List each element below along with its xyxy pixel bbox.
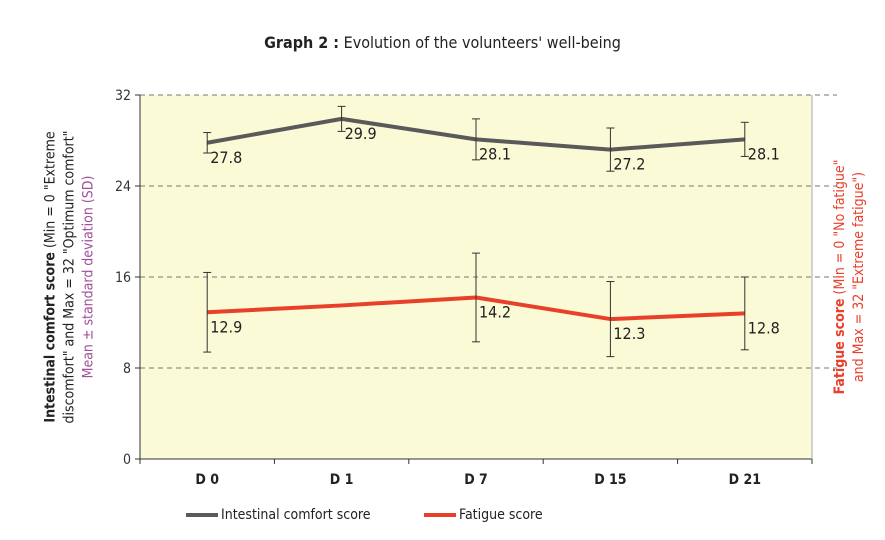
data-label: 12.3 — [613, 324, 645, 343]
y-tick-label: 8 — [123, 361, 131, 377]
x-tick-label: D 21 — [729, 472, 761, 488]
data-label: 12.9 — [210, 317, 242, 336]
data-label: 27.8 — [210, 148, 242, 167]
x-tick-label: D 7 — [464, 472, 488, 488]
legend-swatch — [424, 513, 456, 517]
data-label: 28.1 — [748, 144, 780, 163]
data-label: 12.8 — [748, 318, 780, 337]
legend-fatigue: Fatigue score — [424, 507, 543, 523]
legend-intestinal: Intestinal comfort score — [186, 507, 371, 523]
y-tick-label: 32 — [115, 88, 131, 104]
data-label: 27.2 — [613, 155, 645, 174]
data-label: 29.9 — [345, 124, 377, 143]
left-axis-label: Intestinal comfort score (Min = 0 "Extre… — [42, 130, 97, 424]
y-tick-label: 16 — [115, 270, 131, 286]
x-tick-label: D 1 — [330, 472, 354, 488]
chart-title: Graph 2 : Evolution of the volunteers' w… — [264, 33, 621, 52]
x-tick-label: D 15 — [594, 472, 626, 488]
y-tick-label: 24 — [115, 179, 131, 195]
legend-swatch — [186, 513, 218, 517]
y-tick-label: 0 — [123, 452, 131, 468]
data-label: 14.2 — [479, 302, 511, 321]
x-tick-label: D 0 — [195, 472, 219, 488]
right-axis-label: Fatigue score (Min = 0 "No fatigue" and … — [832, 159, 867, 395]
data-label: 28.1 — [479, 144, 511, 163]
